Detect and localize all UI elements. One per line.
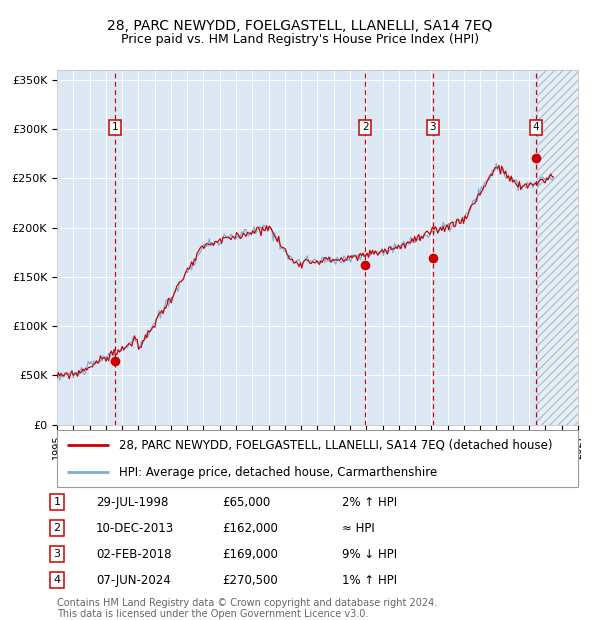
Text: 10-DEC-2013: 10-DEC-2013 <box>96 522 174 534</box>
Text: 2: 2 <box>53 523 61 533</box>
Text: 07-JUN-2024: 07-JUN-2024 <box>96 574 171 587</box>
Text: £162,000: £162,000 <box>222 522 278 534</box>
Text: ≈ HPI: ≈ HPI <box>342 522 375 534</box>
Text: 1: 1 <box>112 122 118 132</box>
Text: 3: 3 <box>430 122 436 132</box>
Text: 4: 4 <box>533 122 539 132</box>
Text: HPI: Average price, detached house, Carmarthenshire: HPI: Average price, detached house, Carm… <box>119 466 438 479</box>
Text: 3: 3 <box>53 549 61 559</box>
Text: 1% ↑ HPI: 1% ↑ HPI <box>342 574 397 587</box>
Text: Price paid vs. HM Land Registry's House Price Index (HPI): Price paid vs. HM Land Registry's House … <box>121 33 479 46</box>
Text: 4: 4 <box>53 575 61 585</box>
Text: 1: 1 <box>53 497 61 507</box>
Text: 02-FEB-2018: 02-FEB-2018 <box>96 548 172 560</box>
Text: £270,500: £270,500 <box>222 574 278 587</box>
Text: This data is licensed under the Open Government Licence v3.0.: This data is licensed under the Open Gov… <box>57 609 368 619</box>
Text: 9% ↓ HPI: 9% ↓ HPI <box>342 548 397 560</box>
Text: £65,000: £65,000 <box>222 496 270 508</box>
Text: 2% ↑ HPI: 2% ↑ HPI <box>342 496 397 508</box>
Text: 29-JUL-1998: 29-JUL-1998 <box>96 496 169 508</box>
Text: Contains HM Land Registry data © Crown copyright and database right 2024.: Contains HM Land Registry data © Crown c… <box>57 598 437 608</box>
Text: 28, PARC NEWYDD, FOELGASTELL, LLANELLI, SA14 7EQ: 28, PARC NEWYDD, FOELGASTELL, LLANELLI, … <box>107 19 493 33</box>
Text: 28, PARC NEWYDD, FOELGASTELL, LLANELLI, SA14 7EQ (detached house): 28, PARC NEWYDD, FOELGASTELL, LLANELLI, … <box>119 438 553 451</box>
Text: 2: 2 <box>362 122 368 132</box>
Text: £169,000: £169,000 <box>222 548 278 560</box>
